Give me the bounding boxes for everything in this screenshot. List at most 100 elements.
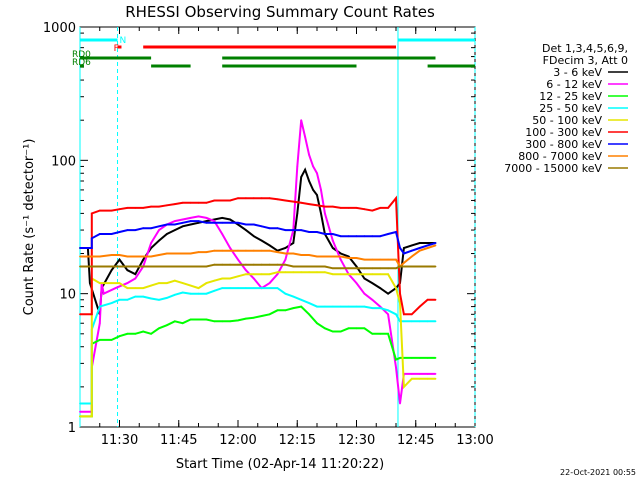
data-point bbox=[355, 207, 358, 209]
data-point bbox=[324, 271, 326, 274]
plot-frame bbox=[79, 26, 476, 428]
data-point bbox=[371, 282, 374, 284]
data-point bbox=[268, 287, 271, 289]
data-point bbox=[158, 282, 160, 284]
data-point bbox=[355, 327, 358, 330]
data-point bbox=[434, 242, 437, 244]
data-point bbox=[98, 209, 101, 212]
data-point bbox=[395, 197, 397, 200]
data-point bbox=[126, 332, 129, 335]
data-point bbox=[363, 208, 366, 211]
data-point bbox=[268, 313, 271, 316]
data-point bbox=[221, 199, 224, 202]
data-point bbox=[320, 189, 322, 191]
data-point bbox=[134, 229, 137, 232]
data-point bbox=[268, 249, 271, 252]
data-point bbox=[355, 282, 358, 284]
data-point bbox=[98, 339, 101, 341]
data-point bbox=[118, 208, 121, 211]
legend-entry-label: 12 - 25 keV bbox=[539, 90, 602, 103]
data-point bbox=[418, 305, 421, 308]
data-point bbox=[118, 231, 121, 233]
data-point bbox=[173, 265, 176, 268]
data-point bbox=[213, 249, 216, 252]
data-point bbox=[252, 287, 255, 289]
data-point bbox=[252, 273, 255, 276]
data-point bbox=[90, 212, 93, 215]
data-point bbox=[110, 233, 113, 235]
data-point bbox=[387, 292, 389, 295]
data-point bbox=[221, 277, 224, 280]
data-point bbox=[300, 229, 303, 232]
data-point bbox=[98, 255, 101, 258]
data-point bbox=[379, 267, 382, 270]
data-point bbox=[331, 267, 334, 270]
data-point bbox=[347, 273, 350, 276]
data-point bbox=[308, 254, 310, 256]
data-point bbox=[181, 221, 184, 224]
data-point bbox=[292, 271, 295, 274]
data-point bbox=[410, 377, 413, 380]
data-point bbox=[245, 273, 247, 276]
data-point bbox=[213, 220, 216, 223]
data-point bbox=[292, 242, 295, 244]
data-point bbox=[426, 247, 429, 249]
data-point bbox=[134, 207, 137, 209]
data-point bbox=[379, 307, 382, 309]
data-point bbox=[229, 287, 232, 289]
data-point bbox=[387, 313, 389, 316]
data-point bbox=[316, 172, 318, 175]
data-point bbox=[245, 223, 247, 226]
data-point bbox=[363, 273, 366, 276]
x-tick-label: 13:00 bbox=[456, 433, 493, 448]
data-point bbox=[399, 302, 401, 304]
data-point bbox=[173, 252, 176, 255]
data-point bbox=[189, 220, 192, 223]
data-point bbox=[308, 302, 310, 304]
series-line bbox=[80, 263, 436, 270]
data-point bbox=[363, 292, 366, 295]
data-point bbox=[410, 320, 413, 323]
data-point bbox=[102, 292, 105, 295]
data-point bbox=[292, 229, 295, 232]
data-point bbox=[79, 313, 81, 316]
data-point bbox=[347, 235, 350, 238]
data-point bbox=[221, 249, 224, 252]
data-point bbox=[418, 320, 421, 323]
data-point bbox=[173, 223, 176, 226]
data-point bbox=[134, 255, 137, 258]
data-point bbox=[399, 357, 401, 359]
data-point bbox=[418, 377, 421, 380]
data-point bbox=[118, 258, 121, 261]
x-tick-label: 11:45 bbox=[160, 433, 197, 448]
data-point bbox=[395, 258, 397, 261]
x-tick-label: 12:30 bbox=[338, 433, 375, 448]
data-point bbox=[331, 233, 334, 235]
data-point bbox=[292, 307, 295, 309]
data-point bbox=[410, 265, 413, 268]
data-point bbox=[221, 320, 224, 323]
data-point bbox=[316, 305, 318, 308]
data-point bbox=[260, 225, 263, 228]
data-point bbox=[276, 287, 279, 289]
data-point bbox=[189, 252, 192, 255]
data-point bbox=[355, 235, 358, 238]
data-point bbox=[197, 215, 200, 218]
data-point bbox=[126, 207, 129, 209]
flag-bar-label: F bbox=[114, 44, 119, 54]
data-point bbox=[371, 267, 374, 270]
data-point bbox=[110, 269, 113, 272]
data-point bbox=[237, 275, 239, 278]
data-point bbox=[418, 242, 421, 244]
data-point bbox=[339, 255, 342, 258]
data-point bbox=[284, 258, 287, 261]
data-point bbox=[426, 298, 429, 301]
data-point bbox=[79, 410, 81, 413]
data-point bbox=[316, 194, 318, 196]
data-point bbox=[213, 221, 216, 224]
data-point bbox=[276, 198, 279, 201]
data-point bbox=[355, 305, 358, 308]
data-point bbox=[245, 249, 247, 252]
data-point bbox=[260, 239, 263, 242]
data-point bbox=[371, 235, 374, 238]
